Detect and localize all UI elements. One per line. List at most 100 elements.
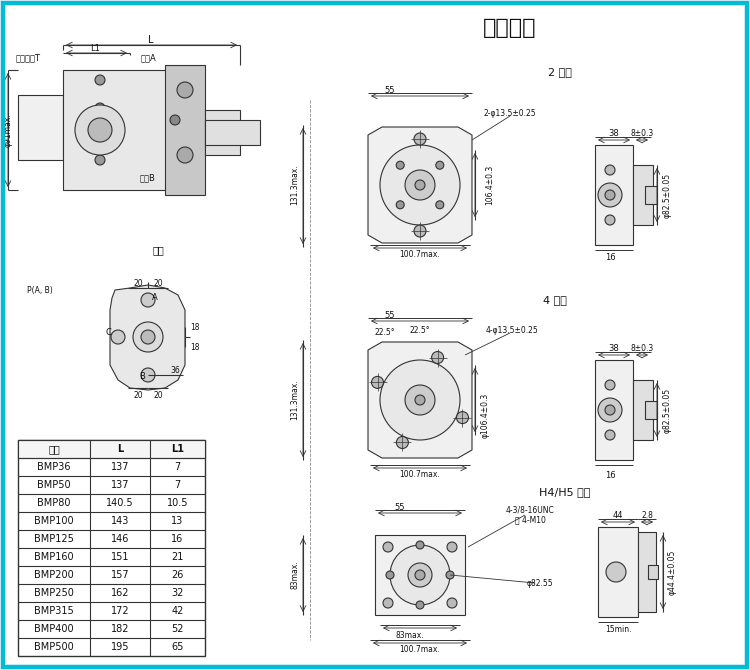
Bar (595, 360, 633, 460)
Bar (598, 527, 638, 617)
Text: 21: 21 (171, 552, 184, 562)
Text: 131.3max.: 131.3max. (290, 380, 299, 420)
Circle shape (383, 598, 393, 608)
Bar (18, 440, 205, 656)
Circle shape (605, 405, 615, 415)
Text: 4-φ13.5±0.25: 4-φ13.5±0.25 (485, 326, 538, 334)
Bar (18, 95, 63, 160)
Text: φ82.5±0.05: φ82.5±0.05 (662, 387, 671, 433)
Text: 83max.: 83max. (290, 561, 299, 590)
Text: BMP315: BMP315 (34, 606, 74, 616)
Circle shape (75, 105, 125, 155)
Text: BMP250: BMP250 (34, 588, 74, 598)
Circle shape (177, 147, 193, 163)
Text: 162: 162 (111, 588, 129, 598)
Text: 52: 52 (171, 624, 184, 634)
Text: 140.5: 140.5 (106, 498, 134, 508)
Bar (595, 145, 633, 245)
Text: 18: 18 (190, 322, 200, 332)
Circle shape (447, 598, 457, 608)
Text: 55: 55 (385, 310, 395, 320)
Text: 油口B: 油口B (140, 174, 156, 182)
Circle shape (605, 430, 615, 440)
Circle shape (170, 115, 180, 125)
Circle shape (408, 563, 432, 587)
Text: BMP100: BMP100 (34, 516, 74, 526)
Circle shape (95, 127, 105, 137)
Text: 143: 143 (111, 516, 129, 526)
Circle shape (371, 377, 383, 389)
Bar (645, 401, 657, 419)
Text: 65: 65 (171, 642, 184, 652)
Text: P(A, B): P(A, B) (27, 285, 53, 295)
Text: 2.8: 2.8 (641, 511, 653, 519)
Circle shape (141, 330, 155, 344)
Circle shape (606, 562, 626, 582)
Text: φ82.55: φ82.55 (526, 578, 554, 588)
Polygon shape (368, 127, 472, 243)
Circle shape (598, 398, 622, 422)
Circle shape (95, 155, 105, 165)
Text: 106.4±0.3: 106.4±0.3 (485, 165, 494, 205)
Text: L: L (148, 35, 154, 45)
Circle shape (605, 190, 615, 200)
Circle shape (446, 571, 454, 579)
Text: 油口: 油口 (152, 245, 164, 255)
Text: 151: 151 (111, 552, 129, 562)
Text: 20: 20 (134, 279, 142, 287)
Text: 22.5°: 22.5° (410, 326, 430, 334)
Circle shape (447, 542, 457, 552)
Text: 2 法兰: 2 法兰 (548, 67, 572, 77)
Circle shape (390, 545, 450, 605)
Text: C: C (105, 328, 111, 336)
Text: φ44.4±0.05: φ44.4±0.05 (668, 549, 676, 595)
Text: 137: 137 (111, 462, 129, 472)
Text: BMP500: BMP500 (34, 642, 74, 652)
Polygon shape (110, 285, 185, 390)
Circle shape (95, 75, 105, 85)
Circle shape (436, 161, 444, 170)
Circle shape (141, 368, 155, 382)
Text: 16: 16 (604, 470, 615, 480)
Circle shape (405, 385, 435, 415)
Text: φ91max.: φ91max. (4, 113, 13, 147)
Text: BMP400: BMP400 (34, 624, 74, 634)
Text: 8±0.3: 8±0.3 (630, 344, 653, 352)
Circle shape (88, 118, 112, 142)
Circle shape (416, 601, 424, 609)
Text: 连接尺寸: 连接尺寸 (483, 18, 537, 38)
Text: 4 法兰: 4 法兰 (543, 295, 567, 305)
Bar (63, 70, 168, 190)
Text: 83max.: 83max. (396, 630, 424, 639)
Bar (165, 65, 205, 195)
Circle shape (396, 201, 404, 209)
Text: B: B (139, 371, 145, 381)
Circle shape (141, 293, 155, 307)
Text: 20: 20 (153, 279, 163, 287)
Text: 4-3/8-16UNC: 4-3/8-16UNC (506, 505, 554, 515)
Circle shape (415, 395, 425, 405)
Bar (205, 120, 260, 145)
Text: 10.5: 10.5 (166, 498, 188, 508)
Bar (205, 110, 240, 155)
Text: 13: 13 (172, 516, 184, 526)
Text: 16: 16 (604, 253, 615, 261)
Text: L: L (117, 444, 123, 454)
Text: 26: 26 (171, 570, 184, 580)
Text: A: A (152, 293, 158, 302)
Text: 100.7max.: 100.7max. (400, 645, 440, 655)
Circle shape (605, 380, 615, 390)
Text: 外漏油口T: 外漏油口T (16, 54, 40, 62)
Circle shape (415, 570, 425, 580)
Text: 55: 55 (394, 502, 405, 511)
Text: BMP36: BMP36 (38, 462, 70, 472)
Text: 137: 137 (111, 480, 129, 490)
Circle shape (177, 82, 193, 98)
Text: 32: 32 (171, 588, 184, 598)
Text: 22.5°: 22.5° (375, 328, 395, 336)
Text: 16: 16 (172, 534, 184, 544)
Polygon shape (368, 342, 472, 458)
Text: 20: 20 (153, 391, 163, 399)
Text: 38: 38 (608, 344, 619, 352)
Text: 8±0.3: 8±0.3 (630, 129, 653, 137)
